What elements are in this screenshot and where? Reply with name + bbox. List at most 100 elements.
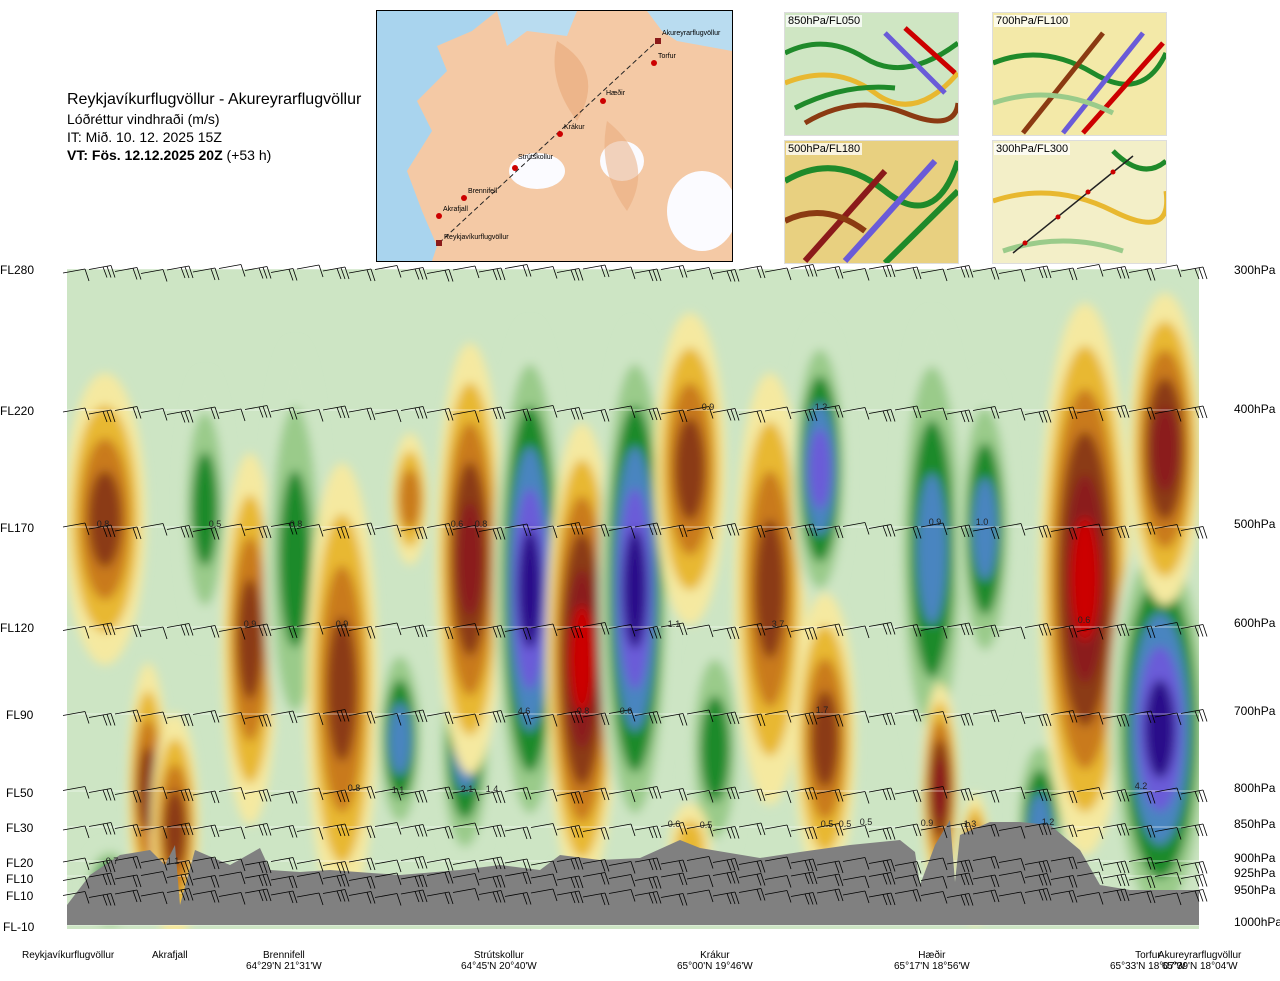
barb-feather	[370, 522, 376, 536]
wind-barb	[478, 824, 506, 838]
barb-feather	[916, 823, 922, 837]
wind-barb	[348, 626, 376, 639]
barb-feather	[968, 622, 974, 636]
thumbnail-300hpa[interactable]: 300hPa/FL300	[992, 140, 1167, 264]
barb-feather	[340, 890, 346, 902]
wind-barb	[764, 527, 792, 540]
barb-feather	[656, 711, 662, 724]
barb-feather	[162, 891, 168, 905]
barb-staff	[1154, 892, 1178, 898]
wind-barb	[400, 267, 428, 280]
barb-feather	[214, 856, 220, 870]
wind-barb	[478, 527, 506, 540]
thumbnail-500hpa[interactable]: 500hPa/FL180	[784, 140, 959, 264]
wind-barb	[1050, 625, 1078, 638]
velocity-contour	[808, 428, 832, 510]
barb-feather	[1098, 264, 1104, 277]
barb-feather	[834, 824, 840, 836]
barb-staff	[296, 827, 320, 832]
barb-feather	[990, 527, 996, 540]
wind-barb	[1154, 787, 1182, 801]
pressure-label: 800hPa	[1234, 781, 1276, 795]
velocity-contour	[163, 789, 187, 869]
wind-barb	[270, 625, 298, 639]
barb-feather	[132, 875, 138, 888]
barb-feather	[474, 623, 480, 636]
barb-feather	[500, 267, 506, 281]
barb-feather	[136, 406, 142, 419]
barb-feather	[960, 624, 966, 636]
barb-feather	[708, 874, 714, 888]
barb-feather	[366, 858, 372, 871]
fl-label: FL30	[6, 821, 34, 835]
barb-staff	[842, 890, 866, 896]
wind-barb	[504, 787, 532, 800]
barb-staff	[452, 822, 476, 828]
barb-feather	[184, 889, 190, 901]
route-map-graphic: Akureyrarflugvöllur Torfur Hæðir Krákur …	[377, 11, 732, 261]
barb-feather	[960, 789, 966, 801]
wind-barb	[1050, 890, 1078, 903]
barb-feather	[262, 267, 268, 279]
barb-feather	[422, 624, 428, 638]
barb-feather	[804, 410, 810, 422]
barb-staff	[920, 786, 944, 791]
barb-feather	[968, 822, 974, 835]
barb-feather	[1098, 523, 1104, 537]
barb-feather	[552, 888, 558, 902]
wind-barb	[400, 889, 428, 903]
barb-staff	[62, 891, 86, 896]
barb-feather	[912, 875, 918, 887]
wind-barb	[816, 888, 844, 902]
wind-barb	[426, 626, 454, 640]
barb-feather	[552, 873, 558, 887]
wind-barb	[140, 858, 168, 871]
wind-barb	[920, 522, 948, 536]
barb-feather	[1198, 875, 1204, 887]
barb-feather	[188, 525, 194, 538]
fl-label: FL170	[0, 521, 35, 535]
fl-label: FL90	[6, 708, 34, 722]
wind-barb	[712, 269, 740, 282]
barb-feather	[448, 408, 454, 421]
barb-staff	[296, 264, 320, 270]
station-coord: 64°29'N 21°31'W	[246, 961, 322, 972]
barb-feather	[964, 789, 970, 801]
wind-barb	[374, 872, 402, 886]
barb-feather	[994, 856, 1000, 869]
barb-feather	[444, 409, 450, 421]
barb-feather	[210, 626, 216, 638]
wind-barb	[62, 522, 90, 536]
barb-feather	[786, 856, 792, 870]
barb-staff	[296, 524, 320, 529]
barb-feather	[552, 405, 558, 418]
wind-barb	[88, 524, 116, 538]
barb-feather	[1176, 892, 1182, 906]
wind-barb	[62, 857, 90, 871]
wind-barb	[270, 890, 298, 904]
barb-feather	[1116, 715, 1122, 727]
wind-barb	[400, 709, 428, 723]
wind-barb	[842, 857, 870, 870]
chart-subtitle: Lóðréttur vindhraði (m/s)	[67, 111, 220, 127]
barb-feather	[682, 265, 688, 278]
barb-feather	[838, 789, 844, 802]
wind-barb	[634, 786, 662, 799]
barb-feather	[630, 709, 636, 722]
barb-staff	[530, 888, 554, 894]
barb-feather	[652, 877, 658, 889]
barb-feather	[214, 267, 220, 281]
barb-staff	[452, 265, 476, 271]
wind-barb	[660, 524, 688, 538]
barb-feather	[812, 627, 818, 640]
barb-staff	[296, 787, 320, 793]
wind-barb	[790, 264, 818, 277]
wind-barb	[244, 525, 272, 539]
barb-feather	[214, 824, 220, 838]
barb-feather	[886, 623, 892, 635]
thumbnail-850hpa[interactable]: 850hPa/FL050	[784, 12, 959, 136]
wind-barb	[686, 267, 714, 280]
barb-feather	[808, 827, 814, 840]
barb-feather	[648, 859, 654, 871]
thumbnail-700hpa[interactable]: 700hPa/FL100	[992, 12, 1167, 136]
